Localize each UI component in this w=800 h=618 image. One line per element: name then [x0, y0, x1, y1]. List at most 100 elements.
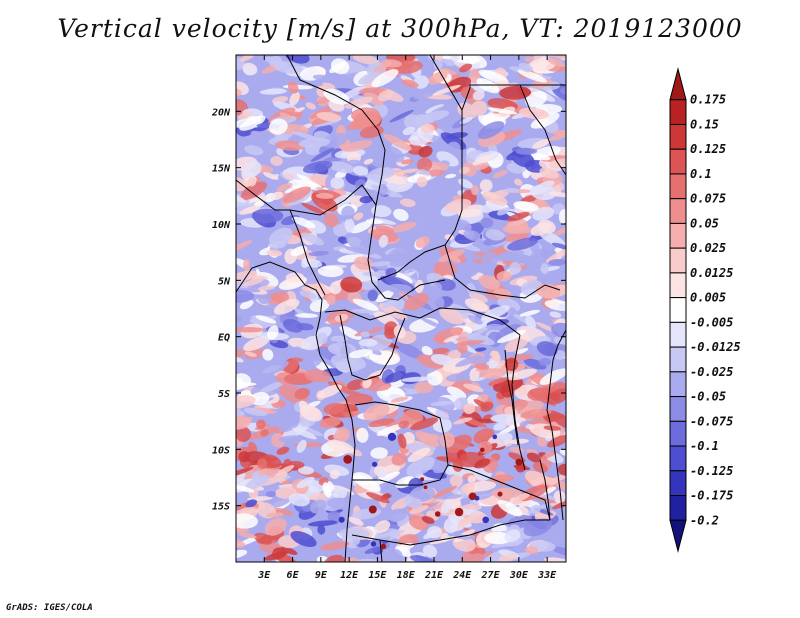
field-patch [301, 271, 325, 285]
field-patch [312, 74, 340, 84]
field-patch [433, 467, 446, 474]
field-patch [504, 187, 520, 193]
field-patch [386, 243, 415, 262]
colorbar-band [669, 247, 687, 274]
field-patch [397, 433, 407, 449]
field-patch [326, 439, 355, 454]
field-patch [274, 74, 287, 86]
field-patch [414, 381, 434, 394]
field-patch [386, 283, 412, 294]
field-patch [322, 482, 332, 498]
field-patch [296, 439, 307, 453]
field-patch [478, 368, 506, 379]
field-patch [494, 324, 522, 341]
field-patch [464, 298, 489, 312]
field-patch [290, 530, 317, 548]
field-patch [301, 202, 326, 215]
west-africa-coastline [236, 261, 356, 562]
colorbar-band [669, 173, 687, 200]
field-patch [236, 349, 245, 357]
field-patch [371, 69, 399, 88]
field-patch [256, 419, 266, 430]
field-patch [507, 211, 530, 222]
field-patch [559, 449, 566, 456]
field-patch [376, 423, 404, 436]
field-patch [316, 555, 329, 562]
field-patch [536, 435, 548, 447]
car-sudan-border [444, 244, 561, 299]
field-spot [497, 491, 503, 497]
lon-tick-label: 18E [397, 570, 416, 581]
field-patch [514, 178, 523, 186]
colorbar-label: 0.025 [690, 241, 726, 255]
field-patch [422, 544, 438, 558]
map-title: Vertical velocity [m/s] at 300hPa, VT: 2… [57, 14, 743, 43]
field-patch [548, 258, 566, 266]
field-spot [368, 505, 377, 514]
field-patch [263, 172, 279, 180]
field-patch [401, 79, 419, 88]
colorbar-band [669, 272, 687, 299]
field-patch [493, 288, 512, 300]
field-patch [262, 348, 274, 361]
field-patch [359, 195, 373, 204]
field-patch [410, 417, 439, 431]
field-patch [243, 160, 262, 178]
field-patch [353, 165, 369, 176]
field-patch [288, 493, 310, 507]
field-patch [398, 420, 410, 429]
field-patch [420, 123, 435, 134]
field-patch [504, 529, 521, 543]
field-spot [434, 511, 441, 517]
field-patch [264, 517, 287, 536]
field-patch [493, 249, 525, 262]
field-patch [530, 112, 560, 129]
field-patch [364, 546, 383, 554]
colorbar-label: -0.0125 [690, 340, 741, 354]
field-patch [469, 505, 482, 511]
field-patch [413, 87, 441, 100]
field-patch [243, 335, 270, 352]
field-spot [343, 455, 353, 464]
field-patch [432, 485, 458, 498]
field-patch [476, 78, 500, 94]
field-patch [329, 281, 342, 295]
field-patch [247, 177, 257, 187]
field-patch [439, 432, 455, 448]
congo-drc-border [339, 314, 406, 381]
field-patch [266, 512, 284, 518]
velocity-field [236, 55, 566, 562]
field-patch [291, 131, 321, 141]
field-patch [548, 158, 566, 169]
field-patch [448, 290, 469, 304]
field-patch [458, 208, 483, 218]
namibia-border [379, 539, 383, 562]
field-patch [363, 92, 384, 106]
field-patch [374, 520, 391, 534]
colorbar-band [669, 495, 687, 521]
great-lakes-tanganyika [504, 349, 519, 446]
field-patch [370, 261, 390, 267]
field-spot [380, 543, 387, 550]
field-patch [458, 268, 478, 279]
field-patch [328, 161, 355, 174]
field-patch [236, 312, 252, 328]
grads-credit: GrADS: IGES/COLA [6, 603, 93, 613]
field-patch [548, 191, 566, 198]
field-patch [267, 325, 279, 340]
field-spot [423, 485, 428, 490]
field-patch [298, 137, 331, 148]
field-patch [273, 298, 300, 315]
field-patch [404, 293, 430, 311]
field-patch [299, 290, 317, 299]
field-patch [409, 555, 439, 562]
field-spot [492, 434, 498, 440]
lon-tick-label: 6E [287, 570, 300, 581]
field-patch [258, 285, 275, 291]
field-patch [472, 154, 493, 166]
field-patch [326, 497, 356, 510]
field-patch [243, 64, 256, 76]
field-patch [457, 343, 468, 354]
colorbar-band [669, 148, 687, 175]
colorbar-arrow-bottom [669, 519, 687, 553]
